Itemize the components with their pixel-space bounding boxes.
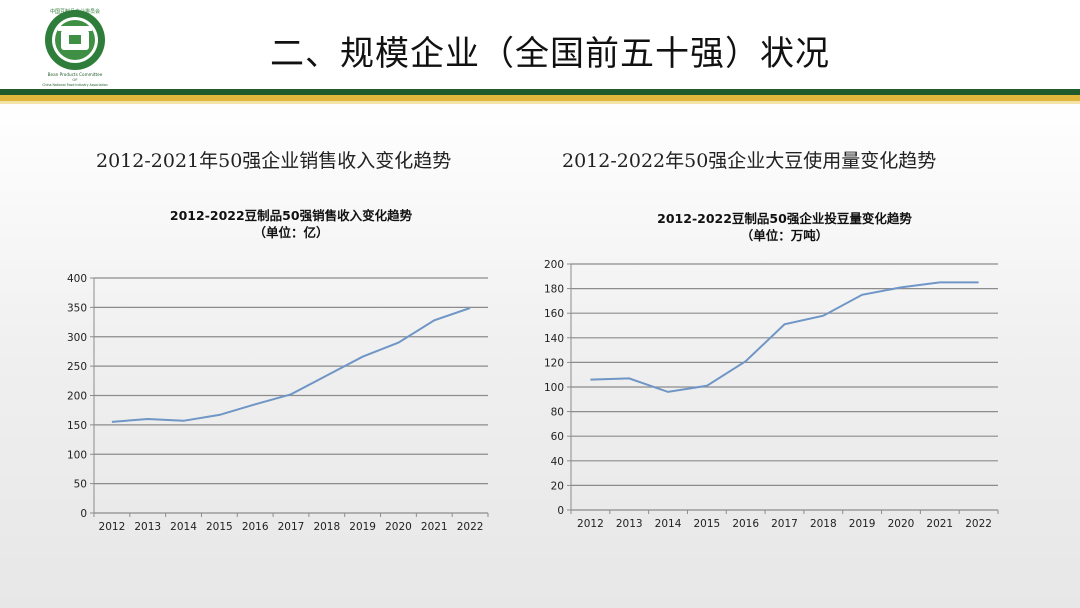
sales-chart-x-tick-label: 2013 <box>134 521 161 533</box>
sales-chart-y-tick-label: 200 <box>67 391 87 403</box>
soy-chart-y-tick-label: 60 <box>551 431 564 443</box>
soy-chart-series-line <box>590 281 979 393</box>
soy-chart-x-tick-label: 2021 <box>926 518 953 530</box>
sales-chart-y-tick-label: 50 <box>74 479 87 491</box>
soy-chart-x-tick-label: 2012 <box>577 518 604 530</box>
soy-chart-y-tick-label: 20 <box>551 480 564 492</box>
soy-association-seal-icon: 中国豆制品专业委员会 Bean Products Committee OF Ch… <box>42 8 107 87</box>
soy-chart-y-tick-label: 120 <box>544 357 564 369</box>
sales-chart-title: 2012-2022豆制品50强销售收入变化趋势 <box>170 208 413 223</box>
sales-chart-x-tick-label: 2020 <box>385 521 412 533</box>
soy-chart-x-tick-label: 2019 <box>849 518 876 530</box>
soy-chart-subtitle: （单位：万吨） <box>741 228 829 243</box>
sales-chart-y-tick-label: 0 <box>80 508 87 520</box>
sales-chart-x-tick-label: 2015 <box>206 521 233 533</box>
sales-chart-x-tick-label: 2022 <box>457 521 484 533</box>
logo-text-bottom: China National Food Industry Association <box>42 83 107 87</box>
soy-chart-y-tick-label: 140 <box>544 333 564 345</box>
soy-chart-x-tick-label: 2018 <box>810 518 837 530</box>
sales-chart-x-tick-label: 2014 <box>170 521 197 533</box>
header-light-stripe <box>0 101 1080 104</box>
soy-chart-y-tick-label: 160 <box>544 308 564 320</box>
logo-text-mid: Bean Products Committee <box>48 72 103 77</box>
soy-chart-x-tick-label: 2013 <box>616 518 643 530</box>
soy-chart-x-tick-label: 2022 <box>965 518 992 530</box>
header-green-stripe <box>0 89 1080 95</box>
soy-chart-y-tick-label: 200 <box>544 259 564 271</box>
soy-usage-chart: 2012-2022豆制品50强企业投豆量变化趋势 （单位：万吨） 0 20 40 60 80… <box>544 211 999 530</box>
soy-chart-y-tick-label: 80 <box>551 407 564 419</box>
sales-chart-x-tick-label: 2021 <box>421 521 448 533</box>
soy-chart-y-tick-label: 180 <box>544 284 564 296</box>
sales-revenue-chart: 2012-2022豆制品50强销售收入变化趋势 （单位：亿） 0 50 100 150 20… <box>67 208 489 533</box>
sales-chart-x-tick-label: 2012 <box>99 521 126 533</box>
soy-chart-x-tick-label: 2020 <box>888 518 915 530</box>
sales-chart-y-tick-label: 400 <box>67 273 87 285</box>
sales-chart-x-tick-label: 2019 <box>349 521 376 533</box>
sales-chart-y-tick-label: 250 <box>67 361 87 373</box>
sales-chart-x-tick-label: 2016 <box>242 521 269 533</box>
soy-chart-x-tick-label: 2015 <box>693 518 720 530</box>
left-section-heading: 2012-2021年50强企业销售收入变化趋势 <box>96 150 452 172</box>
soy-chart-y-tick-label: 0 <box>557 505 564 517</box>
sales-chart-y-tick-label: 350 <box>67 302 87 314</box>
soy-chart-y-tick-label: 40 <box>551 456 564 468</box>
soy-chart-title: 2012-2022豆制品50强企业投豆量变化趋势 <box>657 211 912 226</box>
logo-text-of: OF <box>72 77 77 82</box>
soy-chart-y-tick-label: 100 <box>544 382 564 394</box>
logo-pot-lid <box>58 26 92 31</box>
sales-chart-x-tick-label: 2017 <box>278 521 305 533</box>
soy-chart-x-tick-label: 2017 <box>771 518 798 530</box>
sales-chart-y-tick-label: 100 <box>67 449 87 461</box>
sales-chart-y-tick-label: 150 <box>67 420 87 432</box>
soy-chart-x-tick-label: 2016 <box>732 518 759 530</box>
logo-text-top: 中国豆制品专业委员会 <box>50 8 100 15</box>
page-title: 二、规模企业（全国前五十强）状况 <box>270 34 830 74</box>
logo-pot-bean <box>69 35 81 44</box>
right-section-heading: 2012-2022年50强企业大豆使用量变化趋势 <box>562 150 937 172</box>
soy-chart-x-tick-label: 2014 <box>655 518 682 530</box>
sales-chart-y-tick-label: 300 <box>67 332 87 344</box>
sales-chart-series-line <box>111 307 471 423</box>
sales-chart-subtitle: （单位：亿） <box>253 225 328 240</box>
sales-chart-x-tick-label: 2018 <box>313 521 340 533</box>
header-yellow-stripe <box>0 95 1080 101</box>
